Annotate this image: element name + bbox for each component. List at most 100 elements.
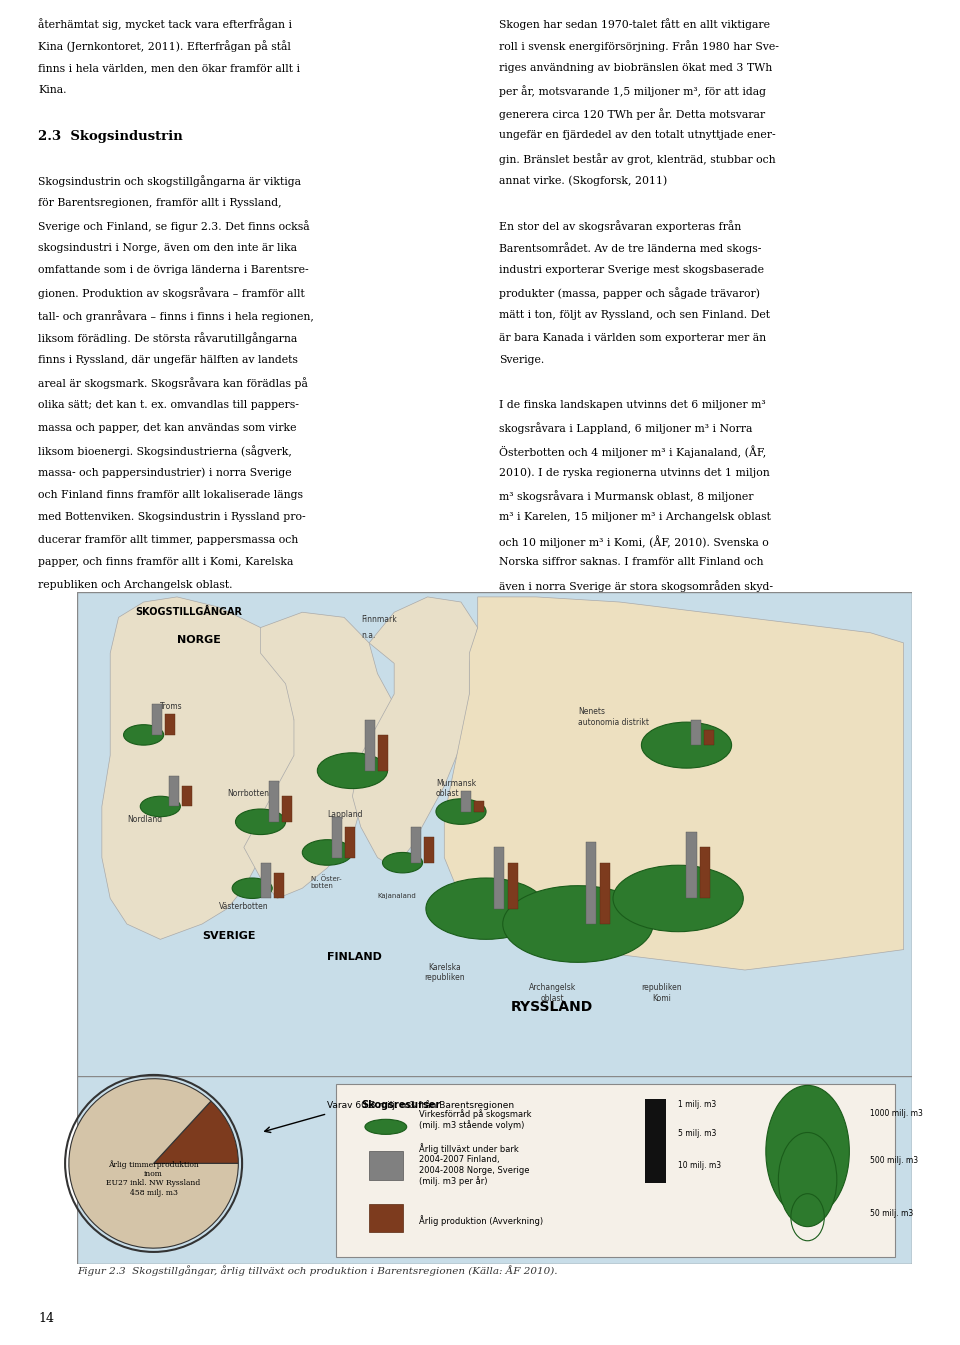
Text: En stor del av skogsråvaran exporteras från: En stor del av skogsråvaran exporteras f… [499,221,741,231]
Text: Skogen har sedan 1970-talet fått en allt viktigare: Skogen har sedan 1970-talet fått en allt… [499,17,770,30]
Text: Troms: Troms [160,702,183,712]
Text: Norrbotten: Norrbotten [228,790,269,798]
FancyBboxPatch shape [77,592,912,1103]
Text: Österbotten och 4 miljoner m³ i Kajanaland, (ÅF,: Österbotten och 4 miljoner m³ i Kajanala… [499,445,766,457]
Text: SVERIGE: SVERIGE [202,931,255,941]
Text: ducerar framför allt timmer, pappersmassa och: ducerar framför allt timmer, pappersmass… [38,535,299,545]
Text: annat virke. (Skogforsk, 2011): annat virke. (Skogforsk, 2011) [499,175,667,186]
Text: finns i hela världen, men den ökar framför allt i: finns i hela världen, men den ökar framf… [38,63,300,73]
Ellipse shape [140,796,180,816]
Ellipse shape [382,853,422,873]
Text: 2010). I de ryska regionerna utvinns det 1 miljon: 2010). I de ryska regionerna utvinns det… [499,468,770,477]
Text: och 10 miljoner m³ i Komi, (ÅF, 2010). Svenska o: och 10 miljoner m³ i Komi, (ÅF, 2010). S… [499,535,769,547]
Text: Norska siffror saknas. I framför allt Finland och: Norska siffror saknas. I framför allt Fi… [499,557,764,568]
Text: 10 milj. m3: 10 milj. m3 [678,1161,721,1170]
Text: m³ skogsråvara i Murmansk oblast, 8 miljoner: m³ skogsråvara i Murmansk oblast, 8 milj… [499,490,754,502]
Bar [165,714,176,734]
Bar [274,873,284,898]
Ellipse shape [318,753,388,788]
Bar [369,1204,402,1232]
FancyBboxPatch shape [336,1084,896,1256]
Ellipse shape [124,725,163,745]
Text: och Finland finns framför allt lokaliserade längs: och Finland finns framför allt lokaliser… [38,490,303,500]
Bar [424,837,434,862]
Bar [686,833,697,898]
Text: skogsindustri i Norge, även om den inte är lika: skogsindustri i Norge, även om den inte … [38,242,298,253]
Ellipse shape [613,865,743,932]
Bar [411,827,420,862]
Text: Nenets
autonomia distrikt: Nenets autonomia distrikt [578,707,649,726]
Text: tall- och granråvara – finns i finns i hela regionen,: tall- och granråvara – finns i finns i h… [38,311,314,321]
Text: I de finska landskapen utvinns det 6 miljoner m³: I de finska landskapen utvinns det 6 mil… [499,399,766,410]
Bar [600,862,610,924]
Text: Årlig timmerproduktion
inom
EU27 inkl. NW Ryssland
458 milj. m3: Årlig timmerproduktion inom EU27 inkl. N… [107,1161,201,1197]
Text: liksom förädling. De största råvarutillgångarna: liksom förädling. De största råvarutillg… [38,332,298,344]
Bar [690,720,701,745]
Ellipse shape [365,1119,407,1134]
Text: Skogsindustrin och skogstillgångarna är viktiga: Skogsindustrin och skogstillgångarna är … [38,175,301,187]
Wedge shape [154,1102,238,1163]
Text: Varav 60.3 milj. m3 från Barentsregionen: Varav 60.3 milj. m3 från Barentsregionen [327,1100,515,1110]
Bar [378,734,389,771]
Text: 5 milj. m3: 5 milj. m3 [678,1128,716,1138]
Bar [645,1142,665,1184]
Ellipse shape [302,839,352,865]
Text: Sverige och Finland, se figur 2.3. Det finns också: Sverige och Finland, se figur 2.3. Det f… [38,221,310,231]
Text: Lappland: Lappland [327,810,363,819]
Text: av skogsråvara inte kan ske obegränsat i dessa: av skogsråvara inte kan ske obegränsat i… [499,625,758,636]
Text: Årlig produktion (Avverkning): Årlig produktion (Avverkning) [420,1216,543,1227]
Polygon shape [102,597,327,939]
Bar [345,827,355,858]
Bar [369,1151,402,1180]
Text: ungefär en fjärdedel av den totalt utnyttjade ener-: ungefär en fjärdedel av den totalt utnyt… [499,130,776,140]
Text: FINLAND: FINLAND [327,952,382,962]
Text: Kajanaland: Kajanaland [377,893,417,900]
Text: papper, och finns framför allt i Komi, Karelska: papper, och finns framför allt i Komi, K… [38,557,294,568]
Bar [700,847,709,898]
Ellipse shape [641,722,732,768]
Text: finns i Ryssland, där ungefär hälften av landets: finns i Ryssland, där ungefär hälften av… [38,355,299,364]
Text: gin. Bränslet består av grot, klenträd, stubbar och: gin. Bränslet består av grot, klenträd, … [499,153,776,164]
Bar [645,1118,665,1146]
Text: produkter (massa, papper och sågade trävaror): produkter (massa, papper och sågade träv… [499,288,760,300]
Bar [474,802,485,811]
Text: riges användning av biobränslen ökat med 3 TWh: riges användning av biobränslen ökat med… [499,63,773,73]
Ellipse shape [232,878,273,898]
Text: 1 milj. m3: 1 milj. m3 [678,1100,716,1110]
Text: dade naturområden, vilket innebär att utvinning: dade naturområden, vilket innebär att ut… [499,603,765,615]
Bar [269,781,279,822]
Text: för Barentsregionen, framför allt i Ryssland,: för Barentsregionen, framför allt i Ryss… [38,198,282,207]
Bar [645,1099,665,1118]
Text: roll i svensk energiförsörjning. Från 1980 har Sve-: roll i svensk energiförsörjning. Från 19… [499,40,780,52]
Bar [704,730,714,745]
Text: republiken
Komi: republiken Komi [641,983,682,1002]
Text: N. Öster-
botten: N. Öster- botten [311,876,342,889]
Text: olika sätt; det kan t. ex. omvandlas till pappers-: olika sätt; det kan t. ex. omvandlas til… [38,399,300,410]
Text: Barentsområdet. Av de tre länderna med skogs-: Barentsområdet. Av de tre länderna med s… [499,242,761,254]
Text: Västerbotten: Västerbotten [219,901,269,911]
Text: mätt i ton, följt av Ryssland, och sen Finland. Det: mätt i ton, följt av Ryssland, och sen F… [499,311,770,320]
Bar [494,847,504,909]
Text: massa och papper, det kan användas som virke: massa och papper, det kan användas som v… [38,422,297,433]
Text: Figur 2.3  Skogstillgångar, årlig tillväxt och produktion i Barentsregionen (Käl: Figur 2.3 Skogstillgångar, årlig tillväx… [77,1266,558,1276]
Text: skogsråvara i Lappland, 6 miljoner m³ i Norra: skogsråvara i Lappland, 6 miljoner m³ i … [499,422,753,434]
Text: Kina (Jernkontoret, 2011). Efterfrågan på stål: Kina (Jernkontoret, 2011). Efterfrågan p… [38,40,291,52]
Text: 1000 milj. m3: 1000 milj. m3 [870,1110,924,1118]
Text: Sverige.: Sverige. [499,355,544,364]
FancyBboxPatch shape [77,1076,912,1264]
Text: areal är skogsmark. Skogsråvara kan förädlas på: areal är skogsmark. Skogsråvara kan förä… [38,378,308,390]
Text: återhämtat sig, mycket tack vara efterfrågan i: återhämtat sig, mycket tack vara efterfr… [38,17,293,30]
Ellipse shape [503,885,653,963]
Ellipse shape [436,799,486,824]
Bar [508,862,517,909]
Bar [365,720,375,771]
Ellipse shape [235,808,286,834]
Polygon shape [244,612,395,898]
Text: är bara Kanada i världen som exporterar mer än: är bara Kanada i världen som exporterar … [499,332,766,343]
Text: generera circa 120 TWh per år. Detta motsvarar: generera circa 120 TWh per år. Detta mot… [499,108,765,120]
Text: RYSSLAND: RYSSLAND [511,999,593,1014]
Bar [282,796,292,822]
Text: Nordland: Nordland [127,815,162,823]
Text: Archangelsk
oblast: Archangelsk oblast [529,983,577,1002]
Bar [152,705,162,734]
